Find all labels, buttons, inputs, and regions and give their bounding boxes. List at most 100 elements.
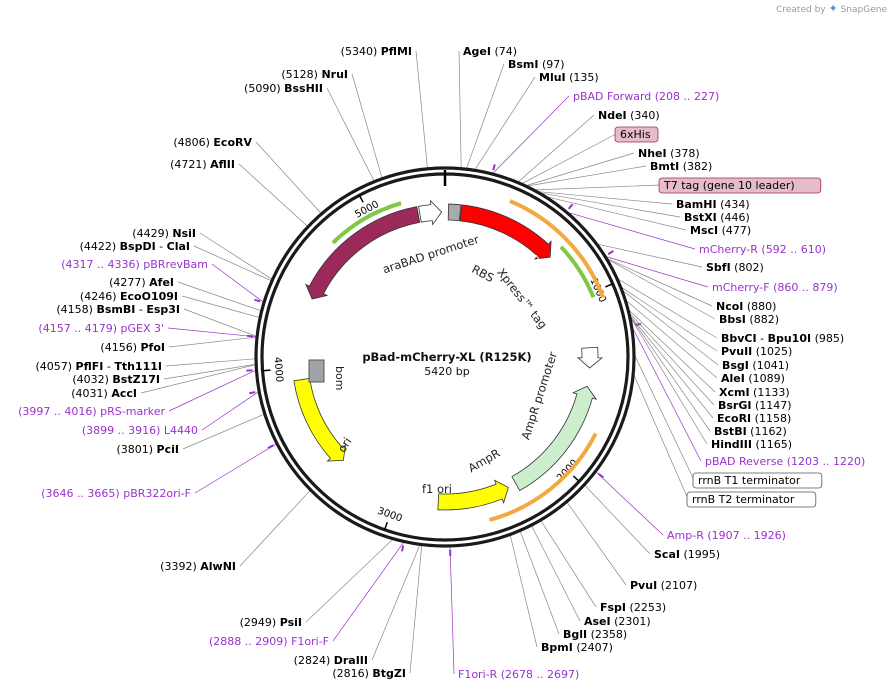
- site-label-scai[interactable]: ScaI (1995): [654, 548, 720, 561]
- svg-text:FspI (2253): FspI (2253): [600, 601, 666, 614]
- site-position: (4246): [80, 290, 120, 303]
- site-position: (3997 .. 4016): [18, 405, 100, 418]
- site-label-prs-marker[interactable]: (3997 .. 4016) pRS-marker: [18, 405, 165, 418]
- site-name: F1ori-R: [458, 668, 498, 681]
- feature-ampr-promoter[interactable]: [576, 346, 604, 369]
- site-label-f1ori-r[interactable]: F1ori-R (2678 .. 2697): [458, 668, 579, 681]
- site-label-rrnb-t2-terminator[interactable]: rrnB T2 terminator: [686, 491, 817, 508]
- site-label-ecorv[interactable]: (4806) EcoRV: [173, 136, 252, 149]
- svg-text:(3392) AlwNI: (3392) AlwNI: [160, 560, 236, 573]
- site-label-pbr322ori-f[interactable]: (3646 .. 3665) pBR322ori-F: [41, 487, 191, 500]
- svg-text:(4721) AflII: (4721) AflII: [170, 158, 235, 171]
- site-label-bstz17i[interactable]: (4032) BstZ17I: [72, 373, 160, 386]
- site-label-bsmbi[interactable]: (4158) BsmBI - Esp3I: [56, 303, 180, 316]
- site-label-draiii[interactable]: (2824) DraIII: [294, 654, 368, 667]
- site-label-fspi[interactable]: FspI (2253): [600, 601, 666, 614]
- site-label-alei[interactable]: AleI (1089): [721, 372, 785, 385]
- site-label-mcherry-f[interactable]: mCherry-F (860 .. 879): [712, 281, 838, 294]
- site-label-alwni[interactable]: (3392) AlwNI: [160, 560, 236, 573]
- site-label-nsii[interactable]: (4429) NsiI: [132, 227, 196, 240]
- site-label-asei[interactable]: AseI (2301): [584, 615, 651, 628]
- site-label-msci[interactable]: MscI (477): [690, 224, 751, 237]
- feature-rbs-xpress[interactable]: [447, 203, 462, 222]
- site-label-f1ori-f[interactable]: (2888 .. 2909) F1ori-F: [209, 635, 329, 648]
- site-name: rrnB T2 terminator: [692, 493, 795, 506]
- site-label-nrui[interactable]: (5128) NruI: [281, 68, 348, 81]
- site-position: (1165): [752, 438, 792, 451]
- leader-line: [631, 325, 702, 462]
- leader-line: [566, 211, 696, 250]
- site-label-bbsi[interactable]: BbsI (882): [719, 313, 779, 326]
- feature-arcs: [293, 199, 606, 522]
- site-label-sbfi[interactable]: SbfI (802): [706, 261, 764, 274]
- site-label-l4440[interactable]: (3899 .. 3916) L4440: [82, 424, 198, 437]
- site-label-pflmi[interactable]: (5340) PflMI: [341, 45, 412, 58]
- svg-text:(4157 .. 4179) pGEX 3': (4157 .. 4179) pGEX 3': [38, 322, 164, 335]
- site-label-acci[interactable]: (4031) AccI: [71, 387, 137, 400]
- site-label-bamhi[interactable]: BamHI (434): [676, 198, 750, 211]
- site-position: (340): [627, 109, 660, 122]
- site-label-pcii[interactable]: (3801) PciI: [116, 443, 179, 456]
- site-label-bpmi[interactable]: BpmI (2407): [541, 641, 613, 654]
- site-label-pfoi[interactable]: (4156) PfoI: [100, 341, 165, 354]
- site-label-nhei[interactable]: NheI (378): [638, 147, 700, 160]
- site-label-agei[interactable]: AgeI (74): [463, 45, 517, 58]
- site-label-aflii[interactable]: (4721) AflII: [170, 158, 235, 171]
- site-label-ndei[interactable]: NdeI (340): [598, 109, 660, 122]
- site-label-bbvci[interactable]: BbvCI - Bpu10I (985): [721, 332, 844, 345]
- site-position: (97): [539, 58, 565, 71]
- site-label-pbad-reverse[interactable]: pBAD Reverse (1203 .. 1220): [705, 455, 865, 468]
- site-label-ncoi[interactable]: NcoI (880): [716, 300, 776, 313]
- site-name: BspDI: [120, 240, 156, 253]
- site-label-rrnb-t1-terminator[interactable]: rrnB T1 terminator: [692, 472, 823, 489]
- site-name: BamHI: [676, 198, 717, 211]
- site-label-6xhis[interactable]: 6xHis: [614, 126, 659, 143]
- leader-line: [633, 353, 695, 481]
- site-label-psii[interactable]: (2949) PsiI: [240, 616, 302, 629]
- site-label-afei[interactable]: (4277) AfeI: [109, 276, 174, 289]
- site-label-bsgi[interactable]: BsgI (1041): [722, 359, 789, 372]
- site-position: (2358): [587, 628, 627, 641]
- site-label-xcmi[interactable]: XcmI (1133): [719, 386, 790, 399]
- svg-text:BsgI (1041): BsgI (1041): [722, 359, 789, 372]
- leader-line: [595, 471, 664, 536]
- site-label-bsshii[interactable]: (5090) BssHII: [244, 82, 323, 95]
- scale-tick-label: 4000: [272, 357, 285, 383]
- site-label-pvui[interactable]: PvuI (2107): [630, 579, 697, 592]
- site-label-btgzi[interactable]: (2816) BtgZI: [332, 667, 406, 680]
- site-label-bstbi[interactable]: BstBI (1162): [714, 425, 787, 438]
- site-label-amp-r[interactable]: Amp-R (1907 .. 1926): [667, 529, 786, 542]
- svg-text:AleI (1089): AleI (1089): [721, 372, 785, 385]
- site-label-bspdi[interactable]: (4422) BspDI - ClaI: [80, 240, 190, 253]
- leader-line: [415, 50, 428, 169]
- site-label-pgex-3[interactable]: (4157 .. 4179) pGEX 3': [38, 322, 164, 335]
- site-label-bstxi[interactable]: BstXI (446): [684, 211, 750, 224]
- feature-arac[interactable]: [305, 206, 421, 300]
- feature-mcherry[interactable]: [459, 204, 552, 260]
- svg-text:(4317 .. 4336) pBRrevBam: (4317 .. 4336) pBRrevBam: [61, 258, 208, 271]
- feature-ampr[interactable]: [511, 385, 598, 492]
- site-position: (4031): [71, 387, 111, 400]
- site-label-mlui[interactable]: MluI (135): [539, 71, 599, 84]
- feature-arabad-promoter[interactable]: [418, 199, 443, 226]
- leader-line: [536, 191, 673, 205]
- site-label-bsrgi[interactable]: BsrGI (1147): [718, 399, 792, 412]
- site-label-pvuii[interactable]: PvuII (1025): [721, 345, 792, 358]
- site-label-bmti[interactable]: BmtI (382): [650, 160, 712, 173]
- site-label-pbad-forward[interactable]: pBAD Forward (208 .. 227): [573, 90, 719, 103]
- feature-f1-ori[interactable]: [437, 479, 509, 511]
- site-label-ecori[interactable]: EcoRI (1158): [717, 412, 791, 425]
- bom-feature[interactable]: [308, 359, 325, 383]
- site-label-pbrrevbam[interactable]: (4317 .. 4336) pBRrevBam: [61, 258, 208, 271]
- site-label-ecoo109i[interactable]: (4246) EcoO109I: [80, 290, 178, 303]
- site-label-t7-tag-gene-10-leader[interactable]: T7 tag (gene 10 leader): [658, 177, 822, 194]
- site-label-bsmi[interactable]: BsmI (97): [508, 58, 565, 71]
- site-label-bgli[interactable]: BglI (2358): [563, 628, 627, 641]
- site-position: (4806): [173, 136, 213, 149]
- site-name: SbfI: [706, 261, 731, 274]
- primer-mark: [597, 473, 604, 479]
- site-name: -: [135, 303, 146, 316]
- site-label-hindiii[interactable]: HindIII (1165): [711, 438, 792, 451]
- site-label-pflfi[interactable]: (4057) PflFI - Tth111I: [35, 360, 162, 373]
- site-label-mcherry-r[interactable]: mCherry-R (592 .. 610): [699, 243, 826, 256]
